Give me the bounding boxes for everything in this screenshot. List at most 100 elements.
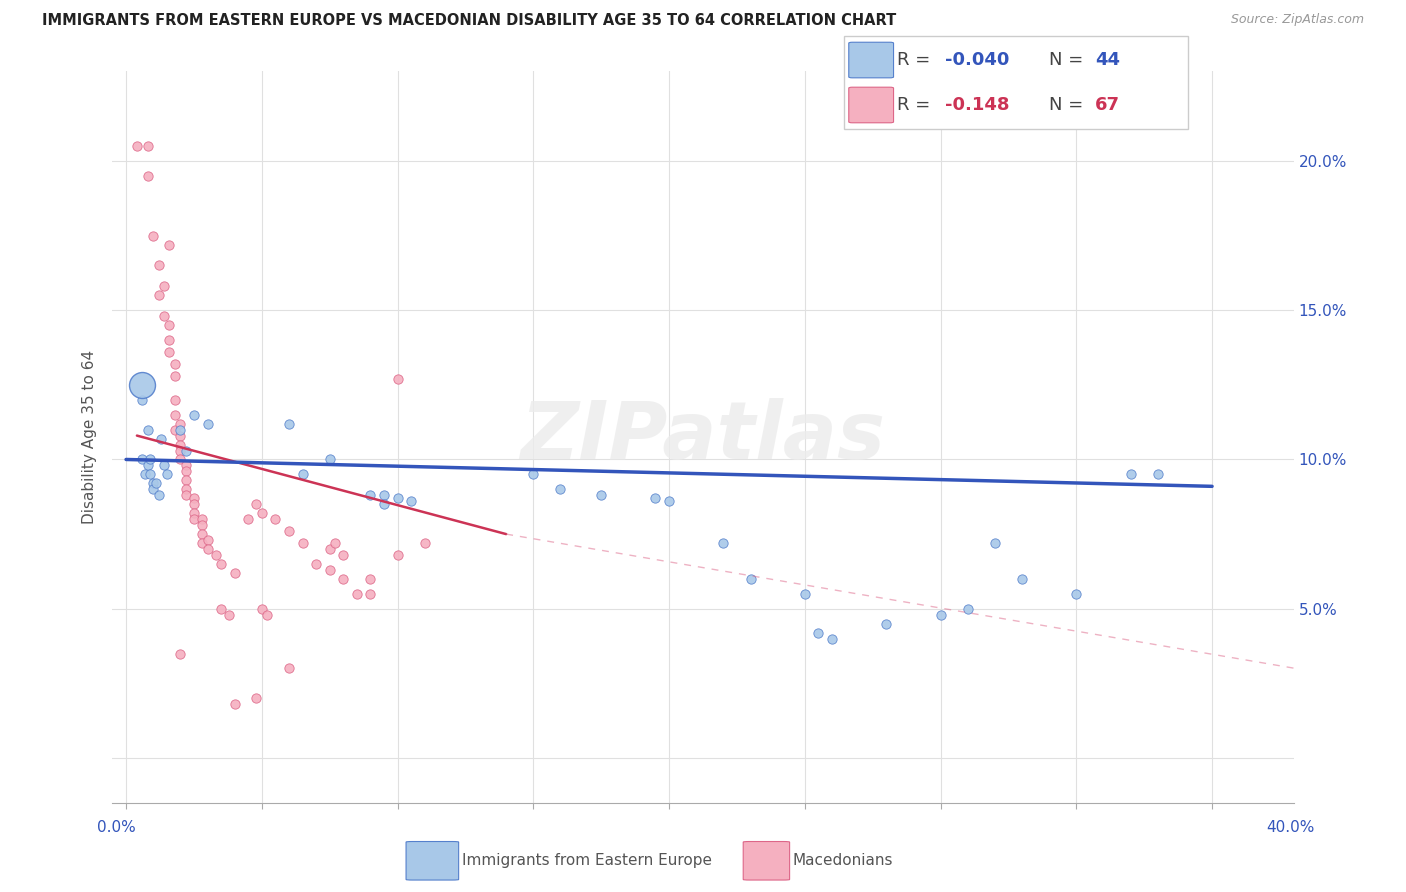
Point	[204, 548, 226, 562]
Point	[125, 139, 148, 153]
Point	[159, 345, 181, 359]
Point	[142, 483, 165, 497]
Text: 44: 44	[1095, 51, 1121, 69]
Point	[291, 536, 314, 550]
Text: -0.148: -0.148	[945, 95, 1010, 113]
Point	[148, 288, 170, 302]
Point	[218, 607, 240, 622]
Point	[191, 527, 214, 541]
Point	[318, 542, 340, 557]
Point	[139, 452, 162, 467]
Point	[224, 566, 246, 580]
Point	[373, 488, 395, 502]
Point	[131, 377, 153, 392]
FancyBboxPatch shape	[406, 841, 458, 880]
Point	[169, 452, 191, 467]
Point	[153, 279, 176, 293]
Point	[174, 464, 197, 478]
Point	[740, 572, 762, 586]
Point	[153, 309, 176, 323]
Point	[245, 691, 267, 706]
Point	[191, 512, 214, 526]
Point	[346, 587, 368, 601]
Point	[169, 428, 191, 442]
Point	[197, 533, 219, 547]
Point	[245, 497, 267, 511]
Point	[142, 476, 165, 491]
Point	[264, 512, 287, 526]
Y-axis label: Disability Age 35 to 64: Disability Age 35 to 64	[82, 350, 97, 524]
Point	[139, 467, 162, 482]
FancyBboxPatch shape	[844, 36, 1188, 129]
Point	[387, 491, 409, 506]
Point	[305, 557, 328, 571]
Point	[148, 259, 170, 273]
FancyBboxPatch shape	[849, 42, 894, 78]
Point	[197, 542, 219, 557]
Text: N =: N =	[1049, 51, 1088, 69]
Text: 40.0%: 40.0%	[1267, 821, 1315, 835]
Point	[163, 408, 186, 422]
Point	[984, 536, 1007, 550]
Text: IMMIGRANTS FROM EASTERN EUROPE VS MACEDONIAN DISABILITY AGE 35 TO 64 CORRELATION: IMMIGRANTS FROM EASTERN EUROPE VS MACEDO…	[42, 13, 897, 29]
Point	[159, 333, 181, 347]
Point	[318, 452, 340, 467]
Point	[183, 491, 205, 506]
Point	[591, 488, 613, 502]
Point	[183, 408, 205, 422]
Text: N =: N =	[1049, 95, 1088, 113]
Point	[359, 488, 381, 502]
Point	[150, 432, 173, 446]
Text: 0.0%: 0.0%	[97, 821, 136, 835]
Point	[323, 536, 346, 550]
Point	[711, 536, 734, 550]
Point	[238, 512, 260, 526]
Point	[131, 452, 153, 467]
Point	[148, 488, 170, 502]
Point	[183, 512, 205, 526]
Text: Macedonians: Macedonians	[793, 854, 893, 868]
Point	[153, 458, 176, 473]
Point	[1011, 572, 1033, 586]
Point	[291, 467, 314, 482]
Point	[387, 548, 409, 562]
Point	[163, 357, 186, 371]
Point	[142, 228, 165, 243]
Point	[1119, 467, 1142, 482]
Text: Source: ZipAtlas.com: Source: ZipAtlas.com	[1230, 13, 1364, 27]
Point	[332, 572, 354, 586]
Point	[387, 372, 409, 386]
Point	[156, 467, 179, 482]
Text: Immigrants from Eastern Europe: Immigrants from Eastern Europe	[461, 854, 711, 868]
FancyBboxPatch shape	[744, 841, 790, 880]
Point	[136, 458, 159, 473]
Point	[250, 506, 273, 520]
Point	[163, 423, 186, 437]
Point	[169, 437, 191, 451]
Point	[174, 483, 197, 497]
Point	[821, 632, 844, 646]
Point	[1146, 467, 1168, 482]
Point	[159, 318, 181, 332]
Point	[278, 417, 301, 431]
Point	[224, 698, 246, 712]
Point	[159, 237, 181, 252]
Point	[136, 169, 159, 183]
Point	[807, 625, 830, 640]
Point	[793, 587, 815, 601]
Point	[658, 494, 681, 508]
Point	[373, 497, 395, 511]
Point	[359, 572, 381, 586]
Point	[318, 563, 340, 577]
Point	[136, 423, 159, 437]
Text: 67: 67	[1095, 95, 1121, 113]
FancyBboxPatch shape	[849, 87, 894, 123]
Point	[1066, 587, 1088, 601]
Point	[929, 607, 952, 622]
Text: R =: R =	[897, 51, 936, 69]
Point	[399, 494, 422, 508]
Point	[332, 548, 354, 562]
Point	[550, 483, 572, 497]
Point	[278, 524, 301, 538]
Point	[145, 476, 167, 491]
